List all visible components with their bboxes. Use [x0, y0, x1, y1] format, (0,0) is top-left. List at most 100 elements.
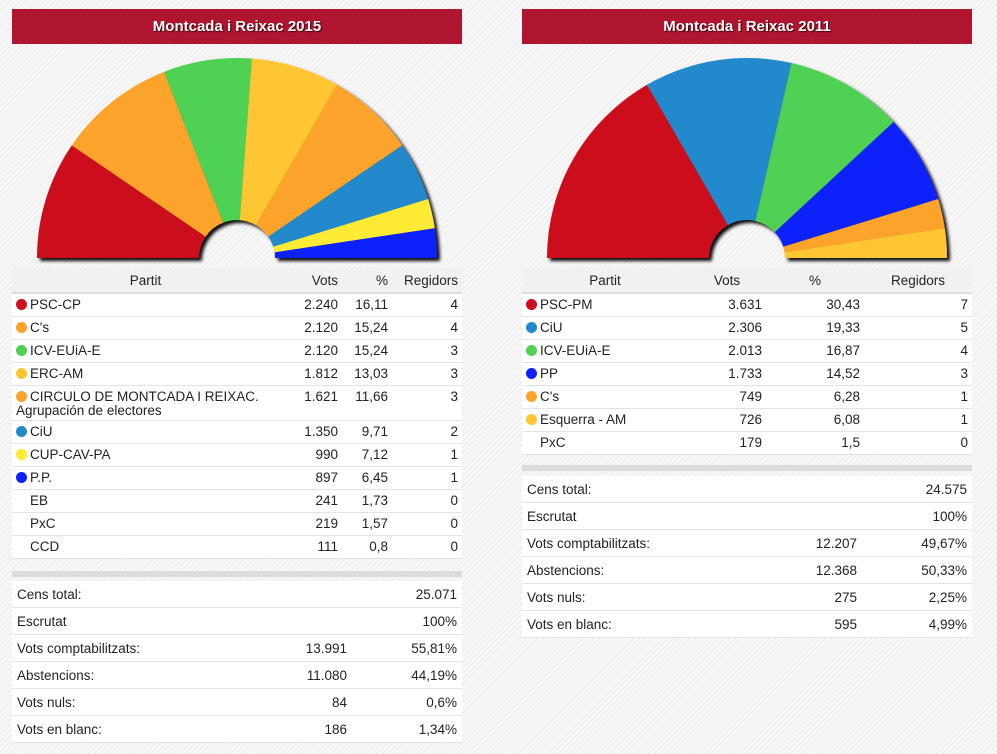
party-name: EB [30, 493, 49, 508]
summary-row: Cens total: 24.575 [522, 476, 972, 503]
party-name-cell: PP [522, 362, 688, 386]
party-name: ICV-EUiA-E [30, 343, 101, 358]
party-row: PP 1.733 14,52 3 [522, 362, 972, 386]
summary-percent: 55,81% [352, 634, 462, 662]
summary-value: 13.991 [222, 634, 352, 662]
party-name-cell: PxC [12, 512, 279, 536]
seat-segment-icv-euia-e [163, 58, 252, 223]
party-color-dot-icon [526, 299, 537, 310]
party-row: ICV-EUiA-E 2.120 15,24 3 [12, 339, 462, 363]
party-seats-cell: 4 [392, 316, 462, 340]
party-row: ERC-AM 1.812 13,03 3 [12, 362, 462, 386]
party-row: CCD 111 0,8 0 [12, 535, 462, 559]
party-row: Esquerra - AM 726 6,08 1 [522, 408, 972, 432]
summary-percent: 25.071 [352, 581, 462, 608]
party-name-cell: CiU [522, 316, 688, 340]
table-separator [12, 571, 462, 577]
seat-segment-psc-pm [547, 84, 728, 258]
party-name-cell: ICV-EUiA-E [522, 339, 688, 363]
summary-value [222, 581, 352, 608]
party-name: P.P. [30, 470, 53, 485]
summary-value: 11.080 [222, 661, 352, 689]
summary-value: 12.368 [732, 556, 862, 584]
panel-title: Montcada i Reixac 2015 [12, 9, 462, 44]
summary-row: Escrutat 100% [12, 607, 462, 635]
party-seats-cell: 2 [392, 420, 462, 444]
party-seats-cell: 0 [864, 431, 972, 455]
summary-value: 84 [222, 688, 352, 716]
party-pct-cell: 9,71 [342, 420, 392, 444]
summary-value: 275 [732, 583, 862, 611]
party-row: CUP-CAV-PA 990 7,12 1 [12, 443, 462, 467]
party-pct-cell: 19,33 [766, 316, 864, 340]
party-name: CiU [30, 424, 53, 439]
party-name: C's [30, 320, 50, 335]
summary-percent: 2,25% [862, 583, 972, 611]
party-votes-cell: 111 [279, 535, 342, 559]
party-row: ICV-EUiA-E 2.013 16,87 4 [522, 339, 972, 363]
hemicycle-chart [547, 58, 947, 258]
party-pct-cell: 16,11 [342, 293, 392, 317]
party-seats-cell: 4 [864, 339, 972, 363]
summary-label: Vots nuls: [522, 583, 732, 611]
party-votes-cell: 241 [279, 489, 342, 513]
party-seats-cell: 7 [864, 293, 972, 317]
summary-row: Vots comptabilitzats: 13.991 55,81% [12, 634, 462, 662]
party-pct-cell: 0,8 [342, 535, 392, 559]
summary-row: Cens total: 25.071 [12, 581, 462, 608]
summary-row: Abstencions: 12.368 50,33% [522, 556, 972, 584]
party-name-cell: CIRCULO DE MONTCADA I REIXAC. Agrupación … [12, 385, 279, 421]
seat-segment-c-s [783, 199, 945, 253]
party-color-dot-icon [526, 322, 537, 333]
party-seats-cell: 5 [864, 316, 972, 340]
summary-row: Vots en blanc: 595 4,99% [522, 610, 972, 638]
seat-segment-ciu [268, 145, 429, 247]
party-row: CIRCULO DE MONTCADA I REIXAC. Agrupación … [12, 385, 462, 421]
hemicycle-seats-group [37, 58, 437, 258]
summary-percent: 4,99% [862, 610, 972, 638]
party-pct-cell: 13,03 [342, 362, 392, 386]
summary-percent: 50,33% [862, 556, 972, 584]
party-pct-cell: 15,24 [342, 316, 392, 340]
party-name-cell: EB [12, 489, 279, 513]
party-seats-cell: 3 [392, 362, 462, 386]
party-votes-cell: 2.240 [279, 293, 342, 317]
party-color-dot-icon [16, 449, 27, 460]
column-header: Regidors [392, 268, 462, 294]
summary-row: Abstencions: 11.080 44,19% [12, 661, 462, 689]
party-pct-cell: 1,5 [766, 431, 864, 455]
summary-percent: 1,34% [352, 715, 462, 743]
party-pct-cell: 14,52 [766, 362, 864, 386]
party-name: PSC-PM [540, 297, 593, 312]
party-votes-cell: 179 [688, 431, 766, 455]
party-seats-cell: 1 [392, 466, 462, 490]
party-seats-cell: 3 [392, 339, 462, 363]
party-row: P.P. 897 6,45 1 [12, 466, 462, 490]
party-votes-cell: 726 [688, 408, 766, 432]
party-row: C's 2.120 15,24 4 [12, 316, 462, 340]
column-header: Vots [688, 268, 766, 294]
summary-percent: 0,6% [352, 688, 462, 716]
column-header: % [766, 268, 864, 294]
summary-label: Cens total: [12, 581, 222, 608]
party-pct-cell: 11,66 [342, 385, 392, 421]
seat-segment-circulo-de-montcada-i-reixac [256, 84, 403, 237]
summary-percent: 49,67% [862, 529, 972, 557]
summary-row: Vots en blanc: 186 1,34% [12, 715, 462, 743]
summary-label: Escrutat [522, 502, 732, 530]
party-row: PSC-PM 3.631 30,43 7 [522, 293, 972, 317]
summary-label: Cens total: [522, 476, 732, 503]
party-votes-cell: 2.120 [279, 316, 342, 340]
party-votes-cell: 2.120 [279, 339, 342, 363]
column-header: % [342, 268, 392, 294]
summary-label: Vots nuls: [12, 688, 222, 716]
party-color-dot-icon [16, 391, 27, 402]
table-header-row: Partit Vots% Regidors [12, 268, 462, 294]
party-name: CiU [540, 320, 563, 335]
summary-value [732, 476, 862, 503]
party-color-dot-icon [526, 345, 537, 356]
seat-segment-icv-euia-e [755, 63, 894, 233]
column-header: Vots [279, 268, 342, 294]
summary-label: Vots en blanc: [522, 610, 732, 638]
summary-table: Cens total: 25.071 Escrutat 100% Vots compta… [12, 581, 462, 743]
